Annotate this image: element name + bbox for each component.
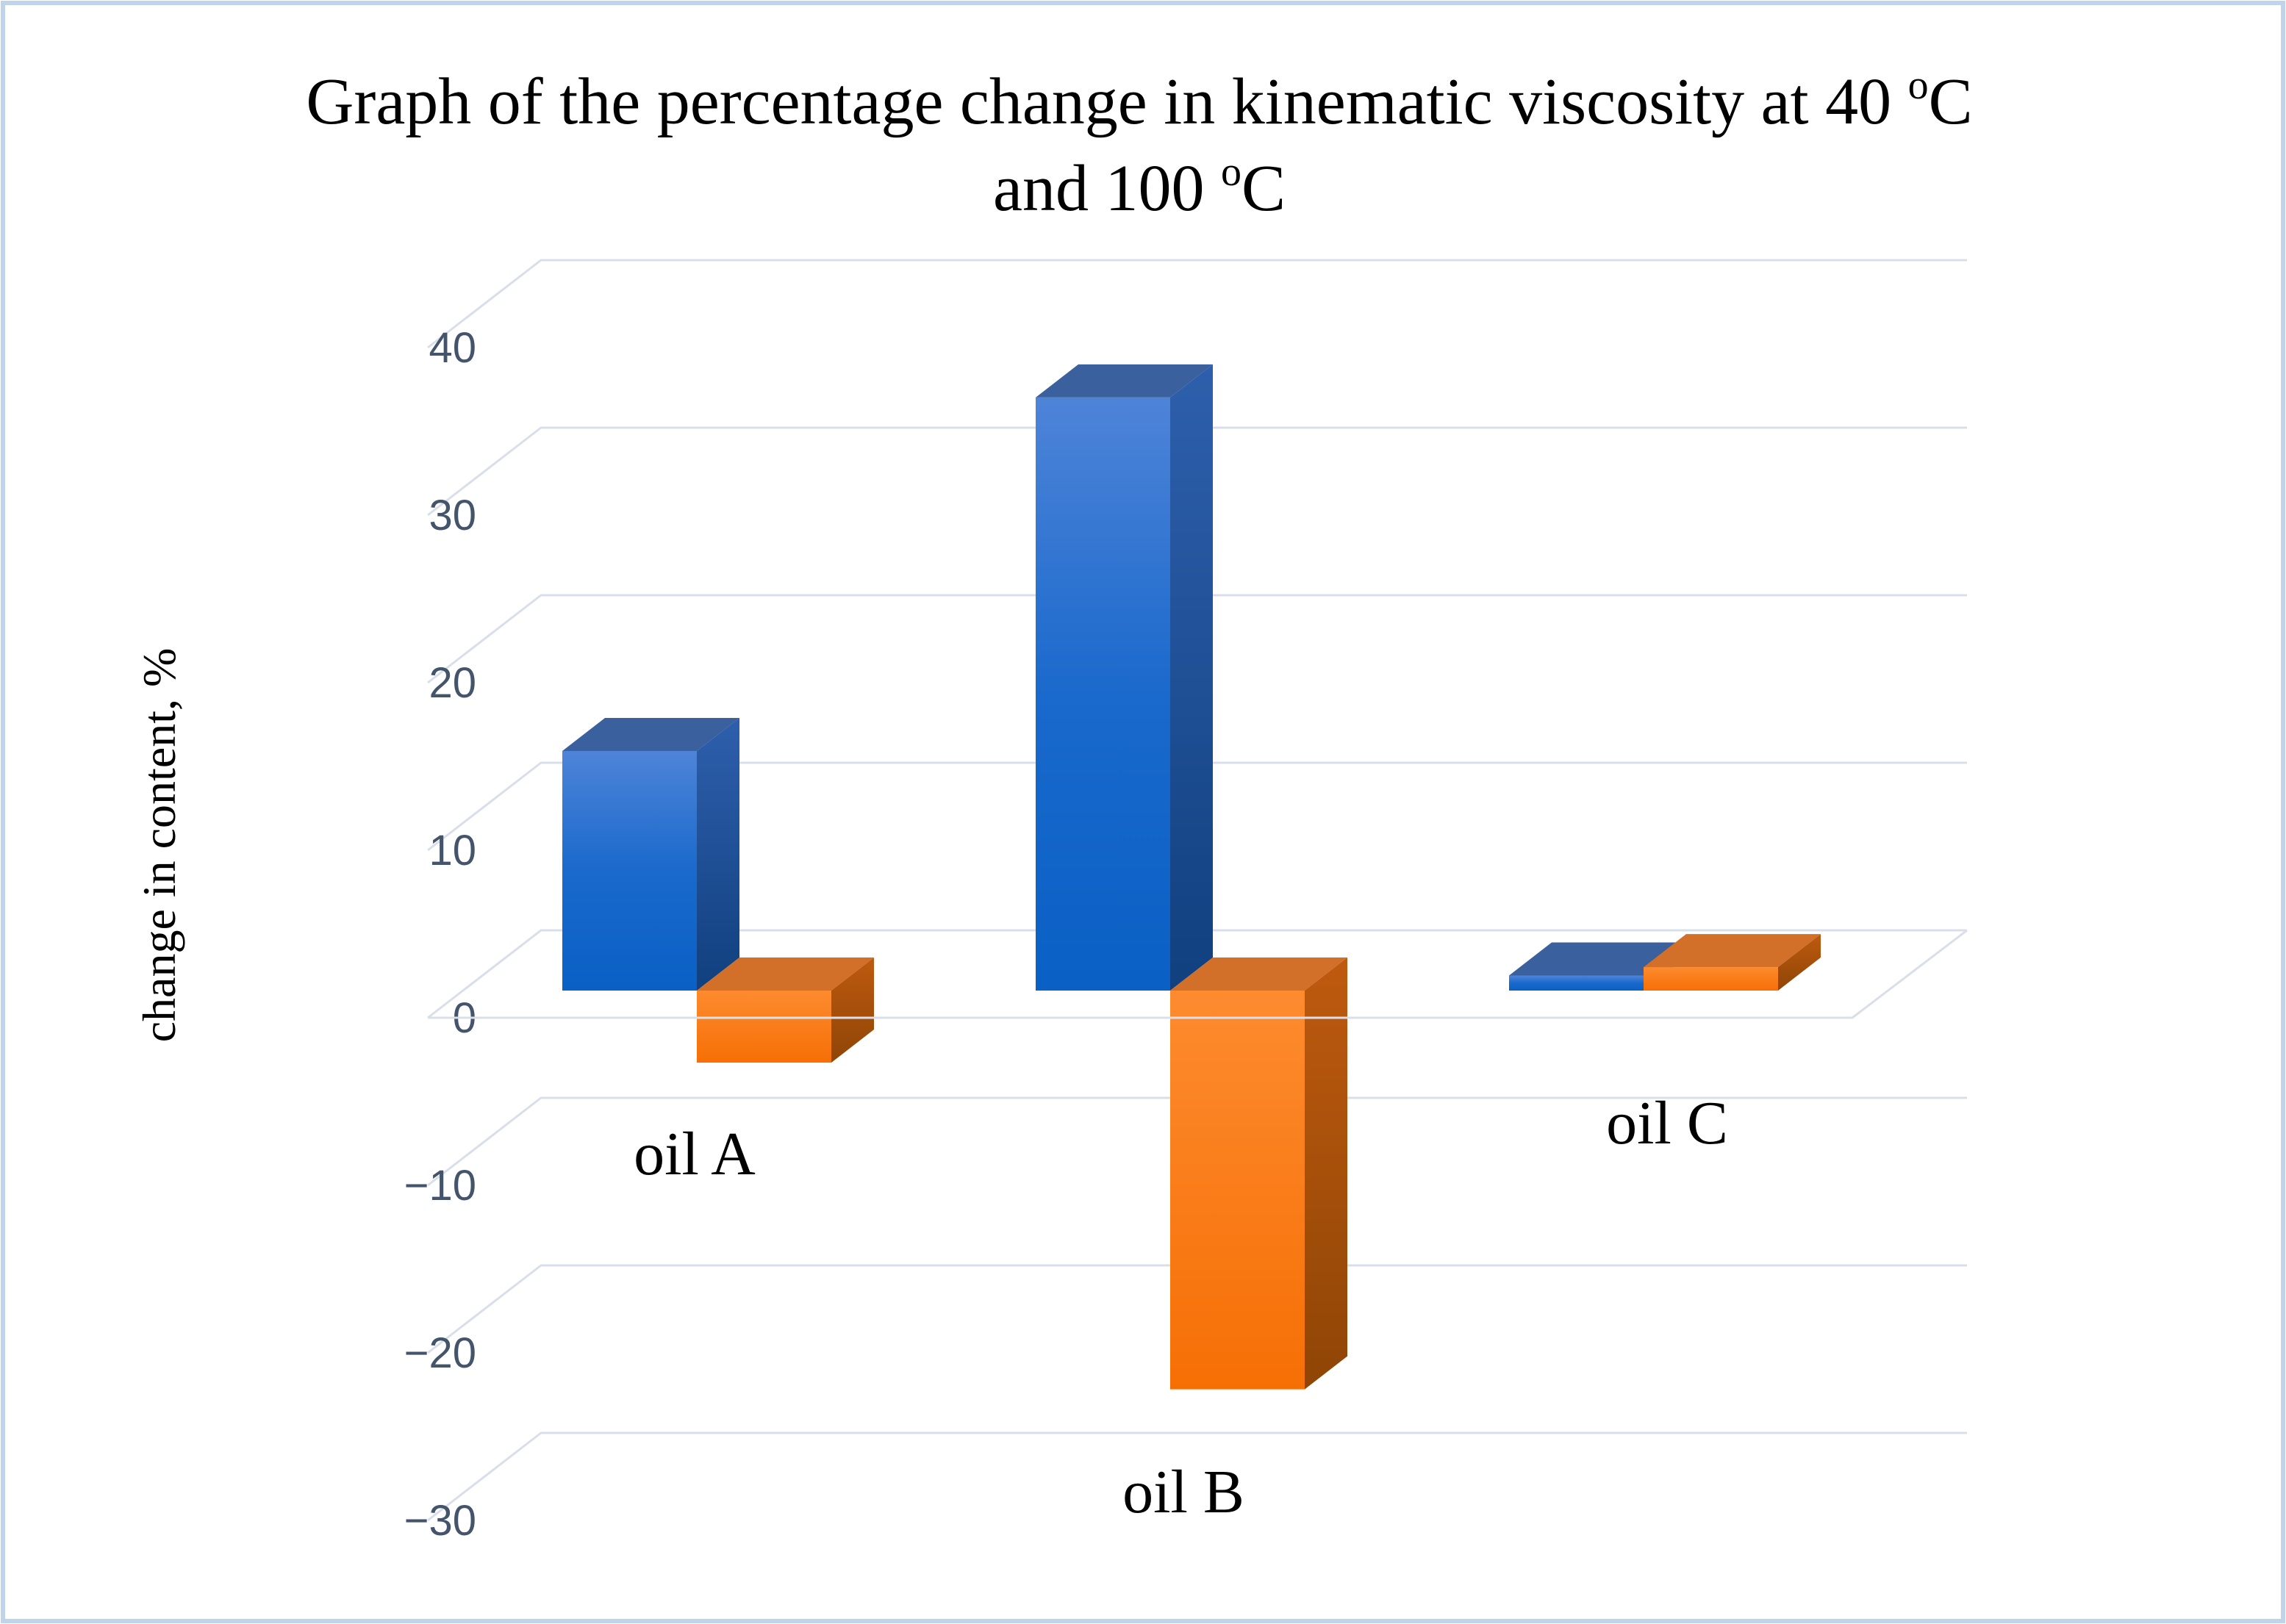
zero-axis-line [428, 929, 1968, 1019]
bar-front-face [562, 750, 697, 991]
superscript-run: o [1221, 149, 1241, 195]
bar-top-face [1036, 364, 1213, 398]
gridline [427, 259, 1967, 349]
gridline [427, 1264, 1967, 1354]
bar-front-face [1509, 975, 1644, 991]
chart-title-line: Graph of the percentage change in kinema… [306, 62, 1972, 138]
gridline [427, 594, 1967, 684]
bar-orange-oil-B [1170, 957, 1347, 1390]
bar-blue-oil-B [1036, 364, 1213, 991]
bar-top-face [562, 717, 739, 751]
bar-top-face [1644, 934, 1821, 968]
bar-side-face [1305, 957, 1347, 1390]
bar-front-face [1644, 967, 1778, 991]
chart-title-line: and 100 oC [993, 149, 1286, 225]
category-label: oil A [634, 1120, 756, 1188]
y-tick-label: 20 [429, 659, 476, 707]
bar-front-face [697, 991, 831, 1063]
superscript-run: o [1908, 62, 1929, 108]
y-tick-label: −20 [404, 1329, 476, 1377]
gridline [427, 761, 1967, 852]
gridline [427, 1096, 1967, 1187]
bar-orange-oil-C [1644, 934, 1821, 991]
y-tick-label: 30 [429, 492, 476, 539]
bar-front-face [1036, 397, 1170, 991]
y-axis-title: change in content, % [133, 648, 185, 1043]
bar-blue-oil-A [562, 717, 739, 991]
chart-title: Graph of the percentage change in kinema… [306, 62, 1972, 225]
gridline [427, 1431, 1967, 1522]
gridlines [427, 259, 1967, 1522]
title-text-run: and 100 [993, 152, 1221, 225]
gridline [427, 426, 1967, 517]
category-label: oil B [1122, 1458, 1244, 1526]
bars [562, 364, 1821, 1390]
bar-side-face [831, 957, 874, 1063]
bar-front-face [1170, 991, 1305, 1390]
y-tick-label: 40 [429, 324, 476, 372]
title-text-run: C [1241, 152, 1286, 225]
y-tick-label: 10 [429, 827, 476, 874]
title-text-run: Graph of the percentage change in kinema… [306, 65, 1907, 138]
bar-top-face [1509, 942, 1686, 976]
category-label: oil C [1606, 1089, 1728, 1157]
gridline [427, 929, 1967, 1019]
bar-top-face [697, 957, 874, 991]
bar-side-face [1170, 364, 1213, 991]
y-tick-label: −30 [404, 1497, 476, 1545]
category-axis-labels: oil A oil B oil C [634, 1089, 1728, 1526]
bar-top-face [1170, 957, 1347, 991]
bar-orange-oil-A [697, 957, 874, 1063]
bar-side-face [1778, 934, 1821, 991]
y-tick-label: −10 [404, 1162, 476, 1210]
title-text-run: C [1929, 65, 1973, 138]
bar-side-face [697, 717, 739, 991]
